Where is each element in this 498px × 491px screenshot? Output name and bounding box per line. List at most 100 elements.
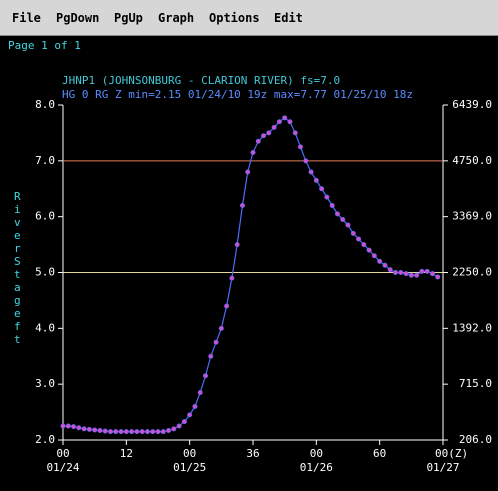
data-point — [356, 236, 362, 242]
data-point — [308, 169, 314, 175]
y-tick-label: 5.0 — [35, 266, 55, 279]
y2-tick-label: 3369.0 — [452, 210, 492, 223]
chart-title: JHNP1 (JOHNSONBURG - CLARION RIVER) fs=7… — [62, 74, 340, 87]
data-point — [366, 247, 372, 253]
data-point — [76, 425, 82, 431]
chart: Page 1 of 1 JHNP1 (JOHNSONBURG - CLARION… — [8, 39, 492, 474]
data-point — [181, 419, 187, 425]
data-point — [166, 428, 172, 434]
data-point — [245, 169, 251, 175]
y2-tick-label: 1392.0 — [452, 321, 492, 334]
data-point — [313, 177, 319, 183]
data-point — [118, 429, 124, 435]
data-point — [345, 222, 351, 228]
x-date-label: 01/27 — [426, 461, 459, 474]
data-point — [71, 424, 77, 430]
y-tick-label: 4.0 — [35, 321, 55, 334]
data-point — [81, 426, 87, 432]
data-point — [155, 429, 161, 435]
data-point — [377, 258, 383, 264]
menu-item[interactable]: PgUp — [114, 11, 143, 25]
y2-tick-label: 6439.0 — [452, 98, 492, 111]
data-point — [150, 429, 156, 435]
data-point — [361, 242, 367, 248]
data-point — [414, 272, 420, 278]
menu-item[interactable]: Edit — [274, 11, 303, 25]
data-point — [187, 412, 193, 418]
data-point — [282, 115, 288, 121]
y-tick-label: 7.0 — [35, 154, 55, 167]
data-point — [160, 429, 166, 435]
data-point — [324, 194, 330, 200]
x-date-label: 01/26 — [300, 461, 333, 474]
menu-item[interactable]: PgDown — [56, 11, 100, 25]
series-line — [63, 117, 439, 433]
data-point — [429, 271, 435, 277]
y-tick-label: 6.0 — [35, 210, 55, 223]
data-point — [192, 403, 198, 409]
data-point — [113, 429, 119, 435]
data-point — [92, 427, 98, 433]
x-date-label: 01/25 — [173, 461, 206, 474]
y-axis-label: River Stage ft — [14, 190, 28, 346]
data-point — [340, 216, 346, 222]
data-point — [403, 271, 409, 277]
x-tick-label: 60 — [373, 447, 386, 460]
data-point — [134, 429, 140, 435]
data-point — [303, 158, 309, 164]
data-point — [329, 203, 335, 209]
y2-tick-label: 206.0 — [459, 433, 492, 446]
data-point — [102, 428, 108, 434]
data-point — [382, 262, 388, 268]
data-point — [123, 429, 129, 435]
data-point — [176, 423, 182, 429]
data-point — [408, 272, 414, 278]
data-point — [287, 119, 293, 125]
data-point — [213, 339, 219, 345]
y2-tick-label: 4750.0 — [452, 154, 492, 167]
data-point — [334, 211, 340, 217]
data-point — [424, 268, 430, 274]
data-point — [203, 373, 209, 379]
page-label: Page 1 of 1 — [8, 39, 81, 52]
data-point — [108, 429, 114, 435]
x-tick-label: 00 — [56, 447, 69, 460]
menu-item[interactable]: File — [12, 11, 41, 25]
data-point — [229, 275, 235, 281]
data-point — [250, 149, 256, 155]
y-tick-label: 8.0 — [35, 98, 55, 111]
x-tick-label: 00 — [183, 447, 196, 460]
data-point — [197, 390, 203, 396]
x-tick-label: 12 — [120, 447, 133, 460]
menu-item[interactable]: Graph — [158, 11, 195, 25]
data-point — [86, 426, 92, 432]
x-tick-label: 36 — [246, 447, 259, 460]
data-point — [171, 426, 177, 432]
data-point — [387, 267, 393, 273]
chart-subtitle: HG 0 RG Z min=2.15 01/24/10 19z max=7.77… — [62, 88, 413, 101]
data-point — [350, 230, 356, 236]
data-point — [208, 353, 214, 359]
data-point — [435, 274, 441, 280]
data-point — [97, 428, 103, 434]
data-point — [271, 124, 277, 130]
data-point — [266, 130, 272, 136]
y2-tick-label: 2250.0 — [452, 266, 492, 279]
data-point — [261, 133, 267, 139]
data-point — [239, 203, 245, 209]
y2-tick-label: 715.0 — [459, 377, 492, 390]
data-point — [224, 303, 230, 309]
x-date-label: 01/24 — [46, 461, 79, 474]
data-point — [398, 270, 404, 276]
data-point — [371, 253, 377, 259]
data-point — [144, 429, 150, 435]
x-tick-label: 00(Z) — [435, 447, 468, 460]
data-point — [65, 423, 71, 429]
data-point — [419, 268, 425, 274]
menu-item[interactable]: Options — [209, 11, 260, 25]
data-point — [392, 270, 398, 276]
data-point — [139, 429, 145, 435]
data-point — [319, 186, 325, 192]
menu-bar: File PgDown PgUp Graph Options Edit — [0, 0, 498, 36]
